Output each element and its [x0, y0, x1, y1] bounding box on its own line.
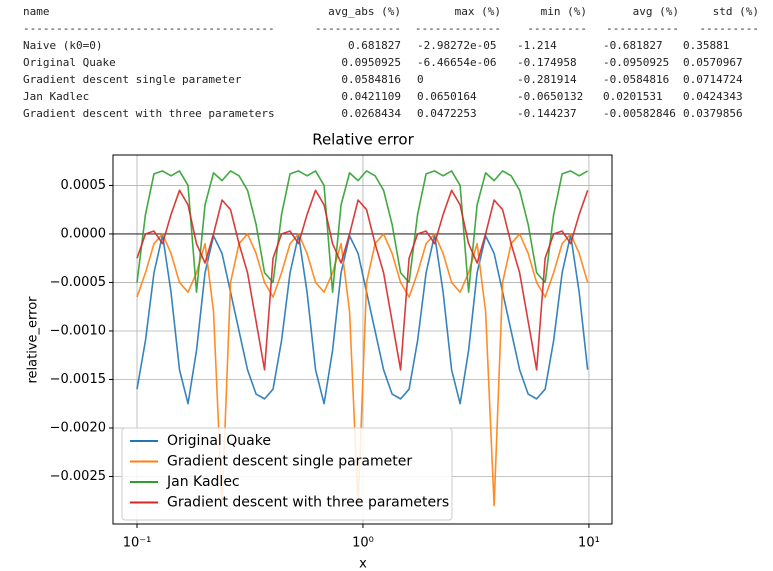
table-cell: 0.0950925 — [341, 56, 401, 69]
x-tick-label: 10⁻¹ — [123, 536, 152, 551]
separator: --------- — [699, 22, 759, 35]
legend-label: Gradient descent single parameter — [167, 454, 412, 470]
table-cell: 0.0650164 — [417, 90, 477, 103]
y-tick-label: 0.0000 — [61, 226, 107, 241]
table-cell: -2.98272e-05 — [417, 39, 496, 52]
column-header: avg (%) — [633, 5, 679, 18]
table-cell: 0.0379856 — [683, 107, 743, 120]
column-header: name — [23, 5, 50, 18]
table-cell: -0.281914 — [517, 73, 577, 86]
table-cell: Gradient descent single parameter — [23, 73, 242, 86]
legend-label: Gradient descent with three parameters — [167, 495, 449, 511]
table-cell: 0.0421109 — [341, 90, 401, 103]
chart-title: Relative error — [312, 131, 414, 149]
y-tick-label: −0.0015 — [50, 372, 106, 387]
x-axis-label: x — [359, 557, 367, 571]
table-cell: -0.00582846 — [603, 107, 676, 120]
separator: ----------- — [606, 22, 679, 35]
table-cell: 0 — [417, 73, 424, 86]
table-cell: -1.214 — [517, 39, 557, 52]
series-line — [136, 233, 589, 507]
y-tick-label: −0.0020 — [50, 420, 106, 435]
column-header: std (%) — [713, 5, 759, 18]
table-cell: 0.0472253 — [417, 107, 477, 120]
series-line — [136, 234, 589, 405]
y-tick-label: −0.0010 — [50, 323, 106, 338]
table-cell: 0.0714724 — [683, 73, 743, 86]
column-header: avg_abs (%) — [328, 5, 401, 18]
table-cell: -0.0650132 — [517, 90, 583, 103]
table-cell: 0.0201531 — [603, 90, 663, 103]
table-cell: Naive (k0=0) — [23, 39, 102, 52]
separator: --------- — [527, 22, 587, 35]
table-cell: 0.681827 — [348, 39, 401, 52]
table-cell: -0.0950925 — [603, 56, 669, 69]
separator: ------------- — [315, 22, 401, 35]
axes-frame — [112, 154, 613, 525]
y-tick-label: 0.0005 — [61, 178, 107, 193]
column-header: max (%) — [455, 5, 501, 18]
table-cell: 0.0584816 — [341, 73, 401, 86]
table-cell: -0.174958 — [517, 56, 577, 69]
legend-label: Jan Kadlec — [166, 474, 240, 490]
separator: ------------- — [415, 22, 501, 35]
table-cell: 0.0424343 — [683, 90, 743, 103]
table-cell: -0.681827 — [603, 39, 663, 52]
legend: Original Quake Gradient descent single pa… — [121, 427, 453, 521]
table-cell: Jan Kadlec — [23, 90, 89, 103]
y-tick-label: −0.0005 — [50, 275, 106, 290]
table-cell: 0.35881 — [683, 39, 729, 52]
legend-box — [121, 427, 453, 521]
y-axis-label: relative_error — [26, 296, 41, 384]
separator: -------------------------------------- — [23, 22, 275, 35]
y-tick-label: −0.0025 — [50, 469, 106, 484]
table-cell: Original Quake — [23, 56, 116, 69]
table-cell: -0.144237 — [517, 107, 577, 120]
x-tick-label: 10¹ — [578, 536, 600, 551]
series-line — [136, 170, 589, 293]
table-cell: -6.46654e-06 — [417, 56, 496, 69]
series-line — [136, 189, 589, 371]
table-cell: 0.0570967 — [683, 56, 743, 69]
x-tick-label: 10⁰ — [352, 536, 374, 551]
table-cell: Gradient descent with three parameters — [23, 107, 275, 120]
table-cell: 0.0268434 — [341, 107, 401, 120]
column-header: min (%) — [541, 5, 587, 18]
legend-label: Original Quake — [167, 433, 271, 449]
table-cell: -0.0584816 — [603, 73, 669, 86]
